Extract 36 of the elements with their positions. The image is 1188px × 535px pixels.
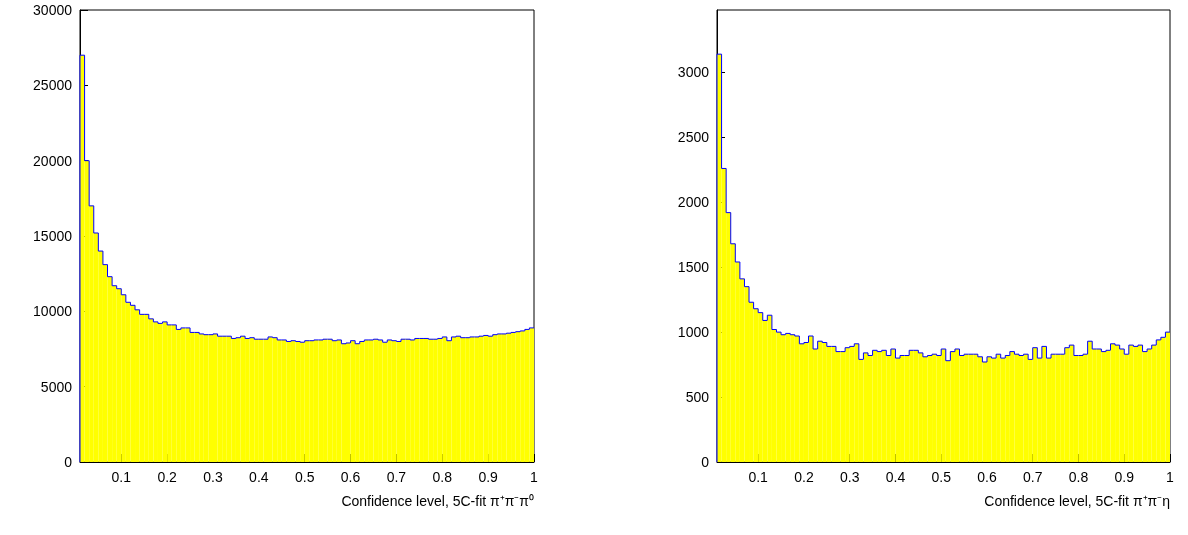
x-axis-title: Confidence level, 5C-fit π⁺π⁻π⁰ (341, 493, 534, 509)
x-tick-label: 0.6 (340, 469, 361, 485)
y-tick-label: 2500 (677, 129, 710, 146)
x-tick-label: 0.9 (478, 469, 499, 485)
y-tick-label: 0 (701, 454, 710, 470)
y-tick-label: 20000 (33, 152, 73, 169)
y-tick-label: 3000 (677, 64, 710, 81)
y-tick-label: 1000 (677, 324, 710, 341)
y-tick-label: 10000 (33, 303, 73, 320)
x-axis-title: Confidence level, 5C-fit π⁺π⁻η (984, 493, 1170, 509)
x-tick-label: 0.6 (977, 469, 997, 485)
x-tick-label: 0.3 (203, 469, 223, 485)
y-tick-label: 25000 (33, 77, 73, 94)
y-tick-label: 500 (685, 389, 710, 406)
x-tick-label: 0.7 (386, 469, 407, 485)
y-tick-label: 30000 (33, 2, 73, 18)
x-tick-label: 0.5 (294, 469, 315, 485)
x-tick-label: 0.1 (111, 469, 132, 485)
x-tick-label: 0.8 (1068, 469, 1089, 485)
x-tick-label: 0.2 (794, 469, 814, 485)
y-tick-label: 0 (64, 454, 73, 470)
x-tick-label: 0.2 (157, 469, 178, 485)
x-tick-label: 1 (1166, 469, 1175, 485)
x-tick-label: 0.3 (839, 469, 860, 485)
x-tick-label: 0.9 (1114, 469, 1135, 485)
x-tick-label: 0.8 (432, 469, 453, 485)
y-tick-label: 5000 (40, 378, 73, 395)
y-tick-label: 15000 (33, 228, 73, 244)
x-tick-label: 0.7 (1022, 469, 1043, 485)
x-tick-label: 0.1 (748, 469, 769, 485)
x-tick-label: 0.5 (931, 469, 952, 485)
x-tick-label: 0.4 (249, 469, 269, 485)
y-tick-label: 2000 (677, 194, 710, 211)
y-tick-label: 1500 (677, 259, 710, 276)
x-tick-label: 0.4 (885, 469, 906, 485)
x-tick-label: 1 (530, 469, 539, 485)
